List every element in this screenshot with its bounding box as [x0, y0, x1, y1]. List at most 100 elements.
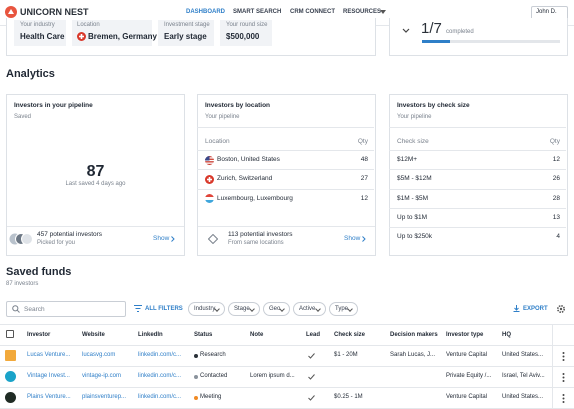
linkedin-cell[interactable]: linkedin.com/c... [138, 393, 182, 400]
table-divider [389, 227, 566, 229]
filter-chip[interactable]: Stage [228, 302, 260, 316]
flag-icon [205, 155, 214, 165]
website-cell[interactable]: vintage-ip.com [82, 372, 122, 379]
filter-chip[interactable]: Industry [188, 302, 225, 316]
chevron-right [171, 236, 175, 242]
investor-cell[interactable]: Vintage Invest... [27, 372, 70, 379]
lead-check [308, 373, 315, 380]
column-header: Qty [549, 138, 560, 145]
row-qty: 13 [552, 213, 560, 221]
settings-icon[interactable] [556, 304, 566, 314]
column-header: Investor type [446, 332, 484, 338]
profile-field [158, 20, 214, 46]
note-cell: Lorem ipsum d... [250, 372, 295, 379]
chevron-right [362, 236, 366, 242]
card-title: Investors by location [205, 102, 271, 109]
table-divider [197, 188, 374, 190]
nav-item[interactable]: RESOURCES [343, 9, 382, 15]
filter-chip[interactable]: Active [293, 302, 326, 316]
user-name: John D. [536, 9, 557, 15]
card-title: Investors by check size [397, 102, 470, 109]
hq-cell: United States... [502, 351, 544, 358]
investor-cell[interactable]: Plains Venture... [27, 393, 71, 400]
footer-text: 113 potential investors [228, 231, 293, 238]
column-header: HQ [502, 332, 511, 338]
check-size-cell: $0.25 - 1M [334, 393, 363, 400]
hq-cell: Israel, Tel Aviv... [502, 372, 545, 379]
investor-type-cell: Venture Capital [446, 351, 488, 358]
expand-chevron[interactable] [402, 28, 410, 34]
search-box[interactable] [6, 301, 126, 317]
row-label: Zurich, Switzerland [217, 175, 273, 183]
table-divider [389, 150, 566, 151]
nav-item[interactable]: CRM CONNECT [290, 9, 335, 15]
row-border [0, 366, 574, 367]
footer-text: 457 potential investors [37, 231, 103, 238]
status-dot [194, 395, 198, 400]
column-header: Lead [306, 332, 321, 338]
card-subtitle: Your pipeline [397, 114, 432, 120]
nav-item[interactable]: SMART SEARCH [233, 9, 282, 15]
table-divider [197, 150, 374, 151]
investor-logo [5, 350, 16, 361]
select-all-checkbox[interactable] [6, 330, 14, 338]
status-cell: Contacted [200, 372, 228, 379]
investor-logo [5, 371, 16, 382]
status-cell: Meeting [200, 393, 222, 400]
table-divider [389, 207, 566, 209]
nav-item[interactable]: DASHBOARD [186, 9, 225, 15]
filter-chip[interactable]: Geo [263, 302, 290, 316]
filter-icon [134, 305, 142, 312]
investor-type-cell: Private Equity /... [446, 372, 492, 379]
progress-track [422, 40, 560, 43]
show-link[interactable]: Show [344, 235, 361, 242]
show-link[interactable]: Show [153, 235, 170, 242]
all-filters-button[interactable]: ALL FILTERS [145, 306, 183, 312]
row-qty: 48 [360, 156, 368, 163]
progress-count: 1/7 [421, 20, 442, 37]
search-icon [12, 305, 20, 313]
progress-card [389, 18, 568, 56]
row-label: Up to $1M [397, 213, 427, 221]
check-size-card [389, 94, 568, 256]
table-divider [197, 127, 374, 128]
field-value: Early stage [164, 32, 207, 41]
decision-makers-cell: Sarah Lucas, J... [390, 351, 436, 358]
flag-icon [205, 194, 214, 204]
card-subtitle: Your pipeline [205, 114, 240, 120]
card-title: Investors in your pipeline [14, 102, 93, 109]
column-header: Check size [397, 138, 429, 145]
linkedin-cell[interactable]: linkedin.com/c... [138, 351, 182, 358]
search-placeholder: Search [24, 306, 45, 313]
website-cell[interactable]: plainsventurep... [82, 393, 127, 400]
column-header: Note [250, 332, 264, 338]
linkedin-cell[interactable]: linkedin.com/c... [138, 372, 182, 379]
hq-cell: United States... [502, 393, 544, 400]
website-cell[interactable]: lucasvg.com [82, 351, 116, 358]
column-header: Qty [357, 138, 368, 145]
filter-chip[interactable]: Type [329, 302, 358, 316]
column-header: LinkedIn [138, 332, 163, 338]
row-qty: 4 [556, 233, 560, 241]
row-border [0, 387, 574, 388]
investor-cell[interactable]: Lucas Venture... [27, 351, 71, 358]
lead-check [308, 352, 315, 359]
section-heading: Saved funds [6, 266, 72, 278]
footer-subtext: From same locations [228, 240, 284, 246]
profile-field [14, 20, 66, 46]
table-border [0, 324, 574, 325]
column-header: Decision makers [390, 332, 438, 338]
brand[interactable]: UNICORN NEST [20, 7, 89, 17]
table-divider [197, 169, 374, 171]
divider [198, 226, 375, 227]
export-button[interactable]: EXPORT [523, 306, 548, 312]
field-value: $500,000 [226, 32, 260, 41]
column-header: Status [194, 332, 213, 338]
row-label: $12M+ [397, 156, 418, 163]
status-dot [194, 353, 198, 358]
pipeline-card [6, 94, 185, 256]
row-label: Luxembourg, Luxembourg [217, 194, 293, 202]
